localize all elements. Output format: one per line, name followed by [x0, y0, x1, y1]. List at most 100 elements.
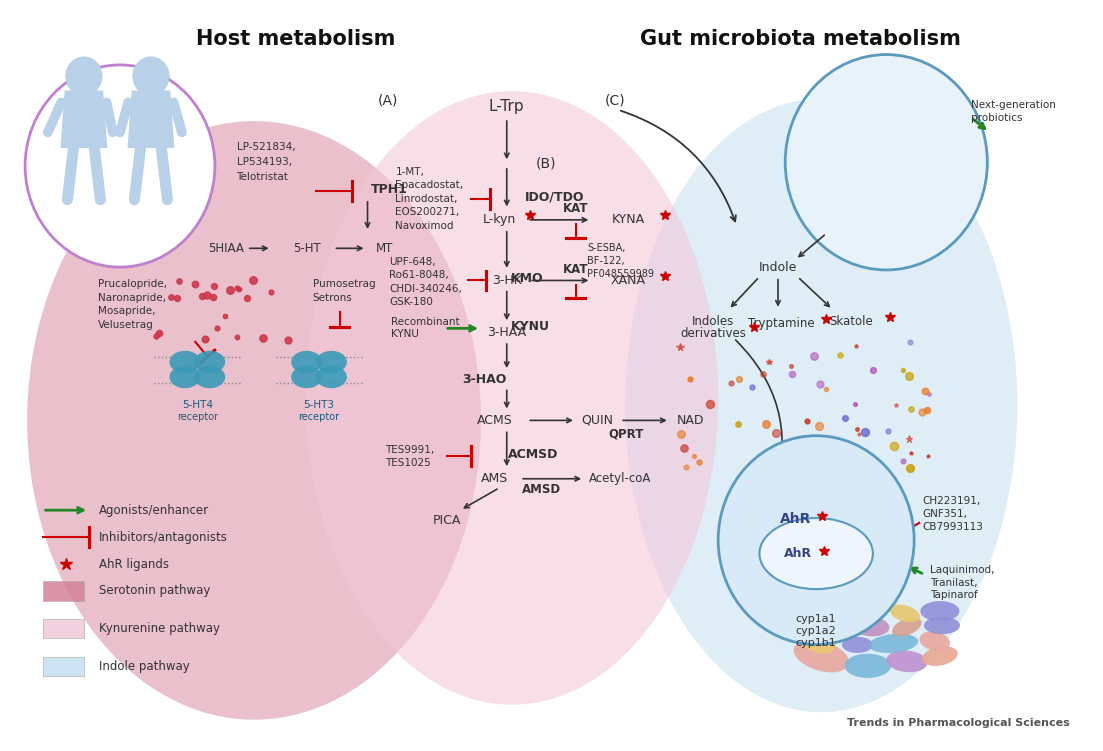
Ellipse shape	[920, 601, 960, 621]
Ellipse shape	[170, 366, 201, 388]
Text: receptor: receptor	[299, 412, 340, 422]
Ellipse shape	[797, 629, 835, 653]
Text: Gut microbiota metabolism: Gut microbiota metabolism	[640, 29, 961, 49]
Text: Velusetrag: Velusetrag	[98, 320, 154, 330]
Text: 3-HAA: 3-HAA	[488, 326, 526, 339]
Text: Ro61-8048,: Ro61-8048,	[389, 270, 449, 280]
Text: NAD: NAD	[676, 414, 704, 427]
Text: CHDI-340246,: CHDI-340246,	[389, 284, 462, 294]
Ellipse shape	[850, 616, 889, 636]
Text: KYNU: KYNU	[511, 321, 550, 333]
Text: MT: MT	[376, 242, 394, 255]
Text: Tryptamine: Tryptamine	[748, 317, 814, 330]
Text: Trends in Pharmacological Sciences: Trends in Pharmacological Sciences	[847, 719, 1070, 728]
Ellipse shape	[306, 91, 718, 704]
Text: AhR ligands: AhR ligands	[99, 557, 170, 571]
Text: 5-HT4: 5-HT4	[182, 400, 213, 411]
Text: 3-HK: 3-HK	[492, 274, 522, 287]
Text: Recombinant: Recombinant	[392, 317, 460, 327]
Text: Mosapride,: Mosapride,	[98, 306, 156, 316]
Text: L-kyn: L-kyn	[483, 213, 516, 226]
Text: 5HIAA: 5HIAA	[208, 242, 244, 255]
Text: Serotonin pathway: Serotonin pathway	[99, 584, 211, 598]
Text: LP-521834,: LP-521834,	[236, 142, 296, 152]
Text: AMSD: AMSD	[522, 484, 561, 496]
Text: S-ESBA,: S-ESBA,	[587, 243, 625, 253]
Text: Prucalopride,: Prucalopride,	[98, 279, 168, 289]
Ellipse shape	[760, 518, 872, 589]
Text: KMO: KMO	[511, 273, 544, 285]
Text: Navoximod: Navoximod	[395, 221, 453, 231]
Text: probiotics: probiotics	[971, 113, 1022, 123]
Text: Tranilast,: Tranilast,	[930, 578, 977, 588]
FancyBboxPatch shape	[43, 656, 84, 676]
Text: CH223191,: CH223191,	[922, 496, 981, 506]
Ellipse shape	[869, 634, 918, 653]
Text: UPF-648,: UPF-648,	[389, 257, 436, 267]
Ellipse shape	[194, 351, 225, 373]
Text: (B): (B)	[536, 156, 556, 170]
Text: XANA: XANA	[611, 274, 646, 287]
Text: KAT: KAT	[564, 202, 589, 215]
Text: Indole pathway: Indole pathway	[99, 660, 190, 673]
Text: cyp1b1: cyp1b1	[795, 638, 836, 648]
Text: CB7993113: CB7993113	[922, 522, 983, 532]
Text: BF-122,: BF-122,	[587, 256, 624, 266]
Text: 5-HT3: 5-HT3	[303, 400, 334, 411]
Text: 1-MT,: 1-MT,	[395, 167, 425, 177]
Ellipse shape	[170, 351, 201, 373]
Text: Acetyl-coA: Acetyl-coA	[589, 472, 652, 485]
Text: TES9991,: TES9991,	[385, 445, 435, 455]
Text: Laquinimod,: Laquinimod,	[930, 565, 994, 575]
Text: Linrodostat,: Linrodostat,	[395, 194, 458, 204]
Text: Naronapride,: Naronapride,	[98, 293, 167, 303]
Ellipse shape	[291, 366, 322, 388]
Text: Host metabolism: Host metabolism	[195, 29, 395, 49]
FancyBboxPatch shape	[43, 581, 84, 601]
Text: 3-HAO: 3-HAO	[462, 372, 506, 386]
Text: L-Trp: L-Trp	[489, 98, 525, 113]
Text: AMS: AMS	[481, 472, 508, 485]
Circle shape	[132, 56, 170, 96]
Ellipse shape	[922, 646, 957, 666]
Ellipse shape	[804, 602, 838, 626]
Text: Telotristat: Telotristat	[236, 172, 288, 182]
Ellipse shape	[315, 351, 346, 373]
Circle shape	[718, 436, 914, 644]
Ellipse shape	[794, 640, 849, 672]
Ellipse shape	[842, 637, 872, 653]
Text: KYNA: KYNA	[612, 213, 645, 226]
Text: cyp1a2: cyp1a2	[795, 626, 836, 636]
Text: Tapinarof: Tapinarof	[930, 590, 977, 601]
Text: AhR: AhR	[783, 547, 812, 560]
Text: ACMSD: ACMSD	[507, 448, 558, 461]
Text: Agonists/enhancer: Agonists/enhancer	[99, 504, 210, 517]
Text: EOS200271,: EOS200271,	[395, 207, 460, 217]
FancyBboxPatch shape	[43, 619, 84, 638]
Circle shape	[65, 56, 103, 96]
Text: (A): (A)	[378, 94, 398, 108]
Text: 5-HT: 5-HT	[292, 242, 321, 255]
Text: Pumosetrag: Pumosetrag	[313, 279, 375, 289]
Polygon shape	[128, 91, 173, 147]
Ellipse shape	[805, 617, 847, 641]
Text: cyp1a1: cyp1a1	[796, 614, 836, 624]
Text: LP534193,: LP534193,	[236, 157, 291, 167]
Text: TES1025: TES1025	[385, 458, 431, 468]
Text: Epacadostat,: Epacadostat,	[395, 180, 463, 191]
Text: ACMS: ACMS	[476, 414, 512, 427]
Text: GSK-180: GSK-180	[389, 297, 433, 307]
Ellipse shape	[834, 602, 886, 621]
Ellipse shape	[625, 98, 1017, 712]
Ellipse shape	[845, 653, 891, 678]
Text: Kynurenine pathway: Kynurenine pathway	[99, 622, 221, 635]
Text: QPRT: QPRT	[609, 427, 644, 440]
Ellipse shape	[194, 366, 225, 388]
Text: QUIN: QUIN	[581, 414, 613, 427]
Text: PF048559989: PF048559989	[587, 269, 654, 279]
Text: AhR: AhR	[780, 512, 811, 526]
Text: Inhibitors/antagonists: Inhibitors/antagonists	[99, 531, 228, 544]
Text: receptor: receptor	[176, 412, 218, 422]
Text: Indole: Indole	[759, 261, 797, 273]
Circle shape	[25, 65, 215, 267]
